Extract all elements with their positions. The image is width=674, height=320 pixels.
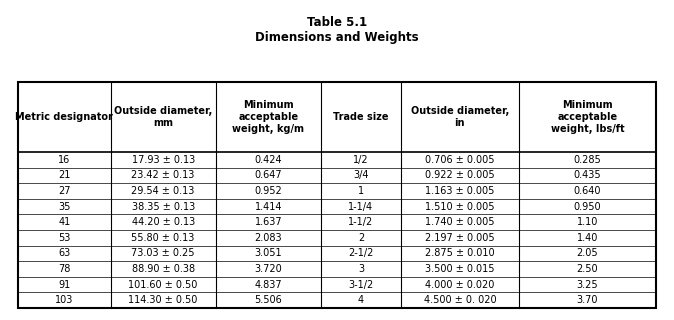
Text: 3: 3 bbox=[358, 264, 364, 274]
Text: 1-1/2: 1-1/2 bbox=[348, 217, 373, 227]
Text: 0.285: 0.285 bbox=[574, 155, 601, 165]
Text: 17.93 ± 0.13: 17.93 ± 0.13 bbox=[131, 155, 195, 165]
Text: 55.80 ± 0.13: 55.80 ± 0.13 bbox=[131, 233, 195, 243]
Text: 1.40: 1.40 bbox=[577, 233, 598, 243]
Text: 44.20 ± 0.13: 44.20 ± 0.13 bbox=[131, 217, 195, 227]
Text: Minimum
acceptable
weight, lbs/ft: Minimum acceptable weight, lbs/ft bbox=[551, 100, 624, 134]
Text: 1.10: 1.10 bbox=[577, 217, 598, 227]
Text: 1.163 ± 0.005: 1.163 ± 0.005 bbox=[425, 186, 495, 196]
Text: 4.837: 4.837 bbox=[255, 280, 282, 290]
Text: 4: 4 bbox=[358, 295, 364, 305]
Text: Outside diameter,
mm: Outside diameter, mm bbox=[114, 106, 212, 128]
Text: 101.60 ± 0.50: 101.60 ± 0.50 bbox=[129, 280, 198, 290]
Text: 3.051: 3.051 bbox=[255, 248, 282, 258]
Text: 2.083: 2.083 bbox=[255, 233, 282, 243]
Text: 0.647: 0.647 bbox=[255, 170, 282, 180]
Text: 1.740 ± 0.005: 1.740 ± 0.005 bbox=[425, 217, 495, 227]
Text: 1.637: 1.637 bbox=[255, 217, 282, 227]
Text: 0.435: 0.435 bbox=[574, 170, 601, 180]
Text: 2-1/2: 2-1/2 bbox=[348, 248, 373, 258]
Text: 3.500 ± 0.015: 3.500 ± 0.015 bbox=[425, 264, 495, 274]
Text: 53: 53 bbox=[58, 233, 71, 243]
Text: Table 5.1: Table 5.1 bbox=[307, 15, 367, 28]
Text: 2.50: 2.50 bbox=[576, 264, 599, 274]
Text: 3/4: 3/4 bbox=[353, 170, 369, 180]
Text: 103: 103 bbox=[55, 295, 73, 305]
Text: 16: 16 bbox=[58, 155, 70, 165]
Text: 3-1/2: 3-1/2 bbox=[348, 280, 373, 290]
Text: 35: 35 bbox=[58, 202, 71, 212]
Text: 2: 2 bbox=[358, 233, 364, 243]
Text: 1.414: 1.414 bbox=[255, 202, 282, 212]
Text: 78: 78 bbox=[58, 264, 71, 274]
Bar bbox=[18, 82, 656, 308]
Text: 0.950: 0.950 bbox=[574, 202, 601, 212]
Text: 2.197 ± 0.005: 2.197 ± 0.005 bbox=[425, 233, 495, 243]
Text: 29.54 ± 0.13: 29.54 ± 0.13 bbox=[131, 186, 195, 196]
Text: 1.510 ± 0.005: 1.510 ± 0.005 bbox=[425, 202, 495, 212]
Text: 1/2: 1/2 bbox=[353, 155, 369, 165]
Text: Dimensions and Weights: Dimensions and Weights bbox=[255, 31, 419, 44]
Text: 88.90 ± 0.38: 88.90 ± 0.38 bbox=[131, 264, 195, 274]
Text: 3.720: 3.720 bbox=[255, 264, 282, 274]
Text: 5.506: 5.506 bbox=[255, 295, 282, 305]
Text: Trade size: Trade size bbox=[333, 112, 389, 122]
Text: Outside diameter,
in: Outside diameter, in bbox=[410, 106, 509, 128]
Text: 0.952: 0.952 bbox=[255, 186, 282, 196]
Text: 4.500 ± 0. 020: 4.500 ± 0. 020 bbox=[423, 295, 496, 305]
Text: 1-1/4: 1-1/4 bbox=[348, 202, 373, 212]
Text: 0.922 ± 0.005: 0.922 ± 0.005 bbox=[425, 170, 495, 180]
Text: Metric designator: Metric designator bbox=[16, 112, 113, 122]
Text: 1: 1 bbox=[358, 186, 364, 196]
Text: 2.05: 2.05 bbox=[576, 248, 599, 258]
Text: 63: 63 bbox=[58, 248, 70, 258]
Text: 0.640: 0.640 bbox=[574, 186, 601, 196]
Text: 114.30 ± 0.50: 114.30 ± 0.50 bbox=[129, 295, 198, 305]
Text: 0.424: 0.424 bbox=[255, 155, 282, 165]
Text: 41: 41 bbox=[58, 217, 70, 227]
Text: 3.25: 3.25 bbox=[576, 280, 599, 290]
Text: 73.03 ± 0.25: 73.03 ± 0.25 bbox=[131, 248, 195, 258]
Text: 91: 91 bbox=[58, 280, 70, 290]
Text: 2.875 ± 0.010: 2.875 ± 0.010 bbox=[425, 248, 495, 258]
Text: 23.42 ± 0.13: 23.42 ± 0.13 bbox=[131, 170, 195, 180]
Text: Minimum
acceptable
weight, kg/m: Minimum acceptable weight, kg/m bbox=[233, 100, 305, 134]
Text: 0.706 ± 0.005: 0.706 ± 0.005 bbox=[425, 155, 495, 165]
Text: 27: 27 bbox=[58, 186, 71, 196]
Text: 3.70: 3.70 bbox=[577, 295, 598, 305]
Text: 21: 21 bbox=[58, 170, 71, 180]
Text: 4.000 ± 0.020: 4.000 ± 0.020 bbox=[425, 280, 495, 290]
Text: 38.35 ± 0.13: 38.35 ± 0.13 bbox=[131, 202, 195, 212]
